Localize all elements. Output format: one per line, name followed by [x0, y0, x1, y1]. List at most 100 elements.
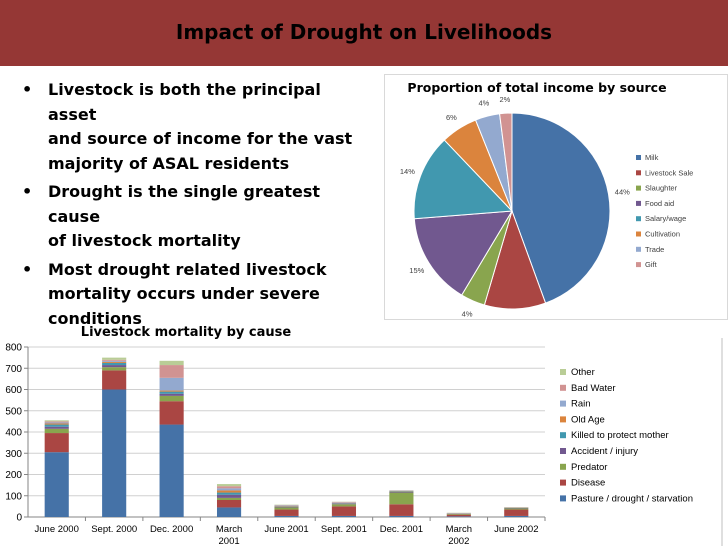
pie-data-label: 4%: [478, 99, 489, 108]
bullet-item: • Livestock is both the principal asset a…: [22, 78, 372, 176]
y-tick-label: 0: [16, 513, 22, 524]
bar-segment: [159, 377, 184, 391]
bar-segment: [44, 452, 69, 517]
bar-legend-swatch: [560, 369, 566, 375]
bullet-line: and source of income for the vast: [48, 129, 353, 148]
y-tick-label: 100: [5, 491, 22, 502]
title-bar: Impact of Drought on Livelihoods: [0, 0, 728, 66]
y-tick-label: 800: [5, 343, 22, 354]
bar-legend-label: Rain: [571, 399, 591, 410]
bar-segment: [159, 393, 184, 396]
pie-legend-label: Livestock Sale: [645, 168, 693, 177]
income-pie-chart: Proportion of total income by source 44% 1…: [384, 74, 728, 320]
pie-data-label: 15%: [409, 266, 424, 275]
bar-segment: [102, 370, 127, 390]
bar-segment: [216, 497, 242, 501]
bar-segment: [44, 433, 69, 453]
bullet-item: • Drought is the single greatest cause of…: [22, 180, 372, 254]
bar-segment: [216, 486, 242, 489]
bullet-item: • Most drought related livestock mortalit…: [22, 258, 372, 332]
x-tick-label: March: [446, 524, 472, 535]
y-tick-label: 300: [5, 449, 22, 460]
x-tick-label: June 2001: [264, 524, 308, 535]
bar-segment: [274, 515, 299, 517]
pie-legend-swatch: [636, 246, 641, 252]
x-tick-label: 2001: [219, 536, 240, 546]
bar-segment: [274, 507, 299, 510]
bar-segment: [102, 360, 127, 362]
pie-legend-swatch: [636, 155, 641, 160]
x-tick-label: June 2002: [494, 524, 538, 535]
bar-legend-swatch: [560, 479, 566, 486]
pie-legend-label: Cultivation: [645, 230, 680, 239]
bullet-dot-icon: •: [22, 259, 33, 279]
bullet-line: majority of ASAL residents: [48, 153, 290, 173]
bar-segment: [102, 367, 127, 371]
pie-legend-label: Food aid: [645, 199, 674, 208]
pie-data-label: 4%: [462, 310, 473, 319]
bar-segment: [44, 423, 69, 425]
bar-segment: [389, 492, 414, 505]
bar-segment: [44, 428, 69, 434]
bar-legend-swatch: [560, 495, 566, 502]
x-tick-label: Sept. 2000: [91, 524, 137, 535]
pie-slice-gift: [499, 112, 513, 212]
bar-legend-swatch: [560, 432, 566, 439]
bar-segment: [102, 362, 127, 366]
bar-segment: [389, 504, 414, 516]
bar-segment: [389, 515, 414, 517]
bullet-line: mortality occurs under severe: [48, 284, 320, 303]
bullet-dot-icon: •: [22, 80, 33, 99]
bullet-dot-icon: •: [22, 182, 33, 201]
pie-svg: Proportion of total income by source 44% 1…: [384, 74, 728, 320]
bar-legend-swatch: [560, 416, 566, 423]
slide-title: Impact of Drought on Livelihoods: [175, 20, 553, 44]
y-tick-label: 400: [5, 428, 22, 439]
pie-slice-food-aid: [413, 210, 513, 296]
pie-legend-swatch: [636, 216, 641, 222]
bar-segment: [44, 424, 69, 427]
bar-segment: [216, 490, 242, 493]
pie-legend-label: Slaughter: [645, 184, 678, 193]
mortality-bar-chart: Livestock mortality by cause 0 100 200 300 40…: [0, 318, 728, 546]
bar-legend-label: Killed to protect mother: [571, 430, 669, 441]
bar-segment: [446, 514, 471, 515]
bullet-list: • Livestock is both the principal asset a…: [22, 78, 372, 335]
bar-segment: [159, 401, 184, 425]
bar-segment: [44, 422, 69, 424]
pie-slice-milk: [511, 112, 611, 304]
bar-segment: [159, 391, 184, 394]
bar-segment: [159, 395, 184, 402]
bar-segment: [44, 420, 69, 422]
y-tick-label: 200: [5, 470, 22, 481]
bar-legend-swatch: [560, 463, 566, 470]
bar-segment: [331, 503, 357, 505]
bar-segment: [102, 357, 127, 360]
bar-legend-label: Accident / injury: [571, 446, 638, 457]
bar-segment: [102, 365, 127, 368]
bar-segment: [216, 484, 242, 487]
bullet-line: conditions: [48, 308, 142, 328]
bullet-line: of livestock mortality: [48, 231, 241, 250]
bar-chart-title: Livestock mortality by cause: [81, 325, 292, 340]
bar-legend-label: Other: [571, 367, 595, 378]
pie-legend-swatch: [636, 200, 641, 206]
pie-legend-swatch: [636, 185, 641, 191]
bar-legend-label: Old Age: [571, 414, 605, 425]
bar-segment: [159, 360, 184, 366]
x-tick-label: Dec. 2000: [150, 524, 193, 535]
bar-legend-label: Pasture / drought / starvation: [571, 493, 693, 504]
x-tick-label: Sept. 2001: [321, 524, 367, 535]
bar-segment: [216, 494, 242, 498]
bullet-line: Most drought related livestock: [48, 259, 327, 279]
bar-legend-swatch: [560, 448, 566, 454]
bar-segment: [44, 421, 69, 423]
bar-segment: [102, 361, 127, 363]
x-tick-label: March: [216, 524, 242, 535]
pie-legend-label: Salary/wage: [645, 214, 686, 223]
bullet-line: Livestock is both the principal asset: [48, 80, 321, 124]
x-tick-label: 2002: [448, 536, 469, 546]
bar-segment: [102, 359, 127, 361]
bar-segment: [159, 390, 184, 392]
bar-legend-swatch: [560, 384, 566, 391]
